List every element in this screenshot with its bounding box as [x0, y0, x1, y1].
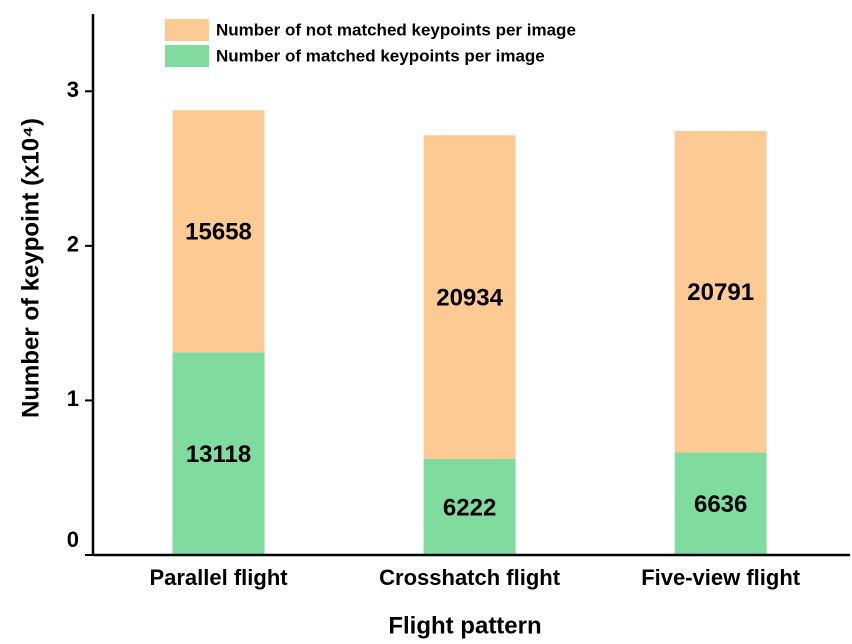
- data-label: 6636: [694, 491, 747, 518]
- bar-segment: [172, 110, 265, 353]
- y-tick-label: 3: [67, 77, 79, 102]
- bar-segment: [423, 135, 516, 459]
- x-axis-title: Flight pattern: [388, 612, 541, 639]
- data-label: 15658: [185, 219, 252, 246]
- x-tick-label: Crosshatch flight: [379, 565, 561, 590]
- y-tick-label: 2: [67, 232, 79, 257]
- data-label: 20791: [687, 279, 754, 306]
- legend-label: Number of matched keypoints per image: [216, 46, 545, 65]
- data-label: 20934: [436, 284, 503, 311]
- x-tick-label: Five-view flight: [641, 565, 801, 590]
- y-axis-title: Number of keypoint (x10⁴): [17, 118, 44, 418]
- data-label: 6222: [443, 494, 496, 521]
- x-tick-label: Parallel flight: [149, 565, 288, 590]
- data-label: 13118: [186, 441, 251, 468]
- bar-segment: [674, 452, 767, 555]
- y-tick-label: 0: [67, 527, 79, 552]
- y-tick-label: 1: [67, 386, 79, 411]
- bar-segment: [674, 131, 767, 453]
- legend-label: Number of not matched keypoints per imag…: [216, 20, 576, 39]
- bar-segment: [172, 352, 265, 555]
- legend-swatch: [165, 45, 209, 67]
- legend-swatch: [165, 19, 209, 41]
- bar-segment: [423, 458, 516, 555]
